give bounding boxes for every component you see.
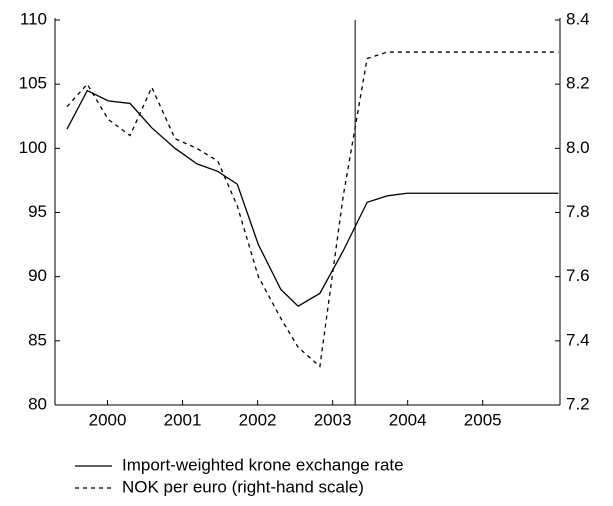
x-tick-label: 2005	[464, 410, 502, 429]
y2-tick-label: 7.8	[566, 202, 590, 221]
x-tick-label: 2002	[239, 410, 277, 429]
y2-tick-label: 7.2	[566, 394, 590, 413]
legend-label: Import-weighted krone exchange rate	[122, 455, 404, 474]
y2-tick-label: 7.4	[566, 330, 590, 349]
y-tick-label: 100	[19, 138, 47, 157]
y-tick-label: 85	[28, 330, 47, 349]
x-tick-label: 2003	[314, 410, 352, 429]
x-tick-label: 2004	[389, 410, 427, 429]
y-tick-label: 110	[20, 9, 47, 28]
y2-tick-label: 8.4	[566, 9, 590, 28]
y2-tick-label: 8.0	[566, 138, 590, 157]
x-tick-label: 2001	[164, 410, 202, 429]
y-tick-label: 95	[28, 202, 47, 221]
legend-label: NOK per euro (right-hand scale)	[122, 477, 364, 496]
y-tick-label: 105	[19, 74, 47, 93]
series-line	[66, 89, 559, 307]
x-tick-label: 2000	[89, 410, 127, 429]
y2-tick-label: 8.2	[566, 74, 590, 93]
y-tick-label: 80	[28, 394, 47, 413]
y-tick-label: 90	[28, 266, 47, 285]
y2-tick-label: 7.6	[566, 266, 590, 285]
series-line	[66, 51, 559, 368]
